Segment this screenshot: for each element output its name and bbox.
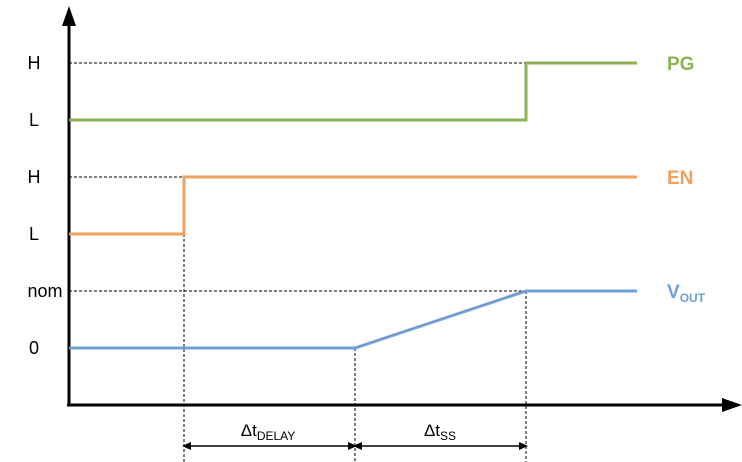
- en-signal-label: EN: [667, 168, 693, 189]
- delay-label-sub: DELAY: [257, 429, 295, 443]
- pg-high-label: H: [28, 53, 41, 73]
- y-axis-arrow-icon: [62, 6, 76, 26]
- softstart-label-main: Δt: [424, 421, 440, 440]
- vout-label-sub: OUT: [680, 291, 706, 305]
- pg-low-label: L: [29, 110, 39, 130]
- softstart-label-sub: SS: [440, 429, 456, 443]
- pg-trace: [69, 61, 637, 122]
- delay-interval-label: ΔtDELAY: [241, 421, 296, 443]
- vout-trace: [69, 289, 637, 350]
- en-trace: [69, 175, 637, 236]
- vout-zero-label: 0: [29, 338, 39, 358]
- x-axis-arrow-icon: [722, 398, 742, 412]
- vout-label-main: V: [667, 282, 680, 303]
- delay-label-main: Δt: [241, 421, 257, 440]
- vout-signal-label: VOUT: [667, 282, 706, 305]
- en-high-label: H: [28, 167, 41, 187]
- en-low-label: L: [29, 224, 39, 244]
- pg-signal-label: PG: [667, 54, 694, 75]
- softstart-interval-label: ΔtSS: [424, 421, 456, 443]
- vout-nom-label: nom: [27, 281, 62, 301]
